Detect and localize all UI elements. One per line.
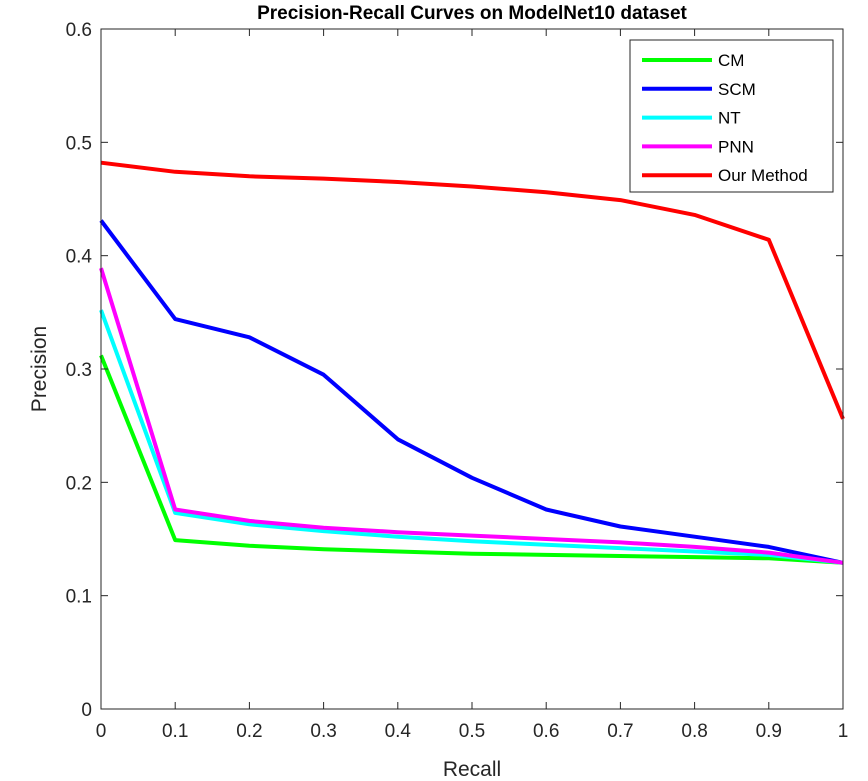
legend-label-scm: SCM xyxy=(718,80,756,99)
x-tick-label: 0.3 xyxy=(310,721,336,742)
x-tick-label: 1 xyxy=(838,721,849,742)
x-tick-label: 0 xyxy=(96,721,107,742)
y-tick-label: 0.4 xyxy=(66,247,93,268)
x-axis-title: Recall xyxy=(443,758,501,781)
legend-label-cm: CM xyxy=(718,51,744,70)
series-line-pnn xyxy=(99,267,844,565)
y-axis-title: Precision xyxy=(28,326,51,412)
x-tick-label: 0.4 xyxy=(385,721,412,742)
y-tick-label: 0.5 xyxy=(66,133,92,154)
x-tick-label: 0.9 xyxy=(756,721,782,742)
x-tick-label: 0.8 xyxy=(681,721,707,742)
y-tick-label: 0.2 xyxy=(66,473,92,494)
y-axis: 0 0.1 0.2 0.3 0.4 0.5 0.6 xyxy=(66,20,843,721)
x-tick-label: 0.2 xyxy=(236,721,262,742)
x-tick-label: 0.1 xyxy=(162,721,188,742)
x-axis: 0 0.1 0.2 0.3 0.4 0.5 0.6 0.7 0.8 0.9 1 xyxy=(96,29,849,742)
series-line-nt xyxy=(99,309,844,565)
legend-label-pnn: PNN xyxy=(718,137,754,156)
y-tick-label: 0.3 xyxy=(66,360,92,381)
x-tick-label: 0.7 xyxy=(607,721,633,742)
series-line-our-method xyxy=(100,160,845,420)
y-tick-label: 0.1 xyxy=(66,587,92,608)
series-layer xyxy=(99,160,845,565)
chart-title: Precision-Recall Curves on ModelNet10 da… xyxy=(257,3,687,24)
x-tick-label: 0.5 xyxy=(459,721,485,742)
series-line-scm xyxy=(99,219,844,565)
legend: CM SCM NT PNN Our Method xyxy=(629,39,834,193)
y-tick-label: 0 xyxy=(81,700,92,721)
y-tick-label: 0.6 xyxy=(66,20,92,41)
legend-label-nt: NT xyxy=(718,109,741,128)
x-tick-label: 0.6 xyxy=(533,721,559,742)
series-line-cm xyxy=(99,354,844,565)
legend-label-our-method: Our Method xyxy=(718,166,808,185)
